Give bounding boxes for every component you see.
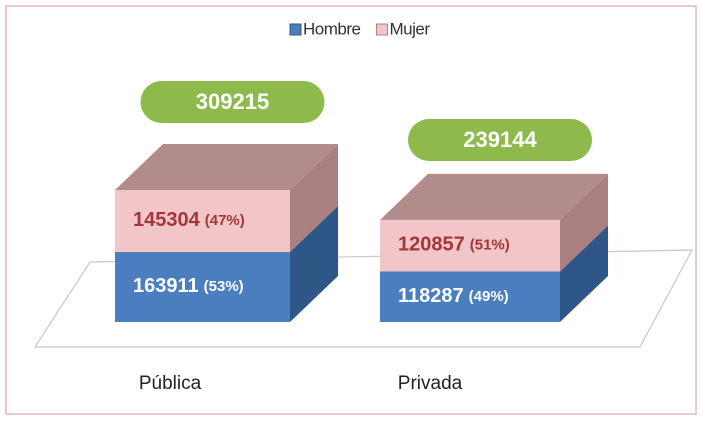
bar-segment (380, 271, 560, 322)
x-tick-label: Pública (139, 373, 202, 394)
bar-segment (115, 252, 290, 322)
bar-segment (115, 190, 290, 253)
data-percent: (51%) (470, 237, 510, 254)
total-pill (408, 119, 592, 161)
data-percent: (47%) (205, 212, 245, 229)
bar-side (290, 206, 338, 322)
data-label: 120857 (51%) (398, 234, 510, 256)
total-label: 309215 (196, 89, 269, 114)
data-value: 145304 (133, 209, 201, 231)
bar-side (290, 144, 338, 253)
legend-label: Hombre (303, 19, 361, 38)
total-label: 239144 (463, 127, 537, 152)
legend-swatch (289, 23, 302, 36)
data-value: 118287 (398, 285, 464, 307)
data-percent: (49%) (469, 288, 509, 305)
data-percent: (53%) (204, 278, 244, 295)
bar-top (115, 144, 338, 190)
data-label: 163911 (53%) (133, 275, 244, 297)
data-label: 118287 (49%) (398, 285, 509, 307)
bar-segment (380, 219, 560, 272)
bar-side (560, 225, 608, 322)
data-label: 145304 (47%) (133, 209, 245, 231)
x-tick-label: Privada (398, 373, 463, 394)
bar-side (560, 173, 608, 272)
legend-label: Mujer (389, 19, 430, 38)
legend-swatch (375, 23, 388, 36)
data-value: 120857 (398, 234, 465, 256)
data-value: 163911 (133, 275, 199, 297)
bar-top (380, 173, 608, 220)
total-pill (140, 81, 325, 123)
